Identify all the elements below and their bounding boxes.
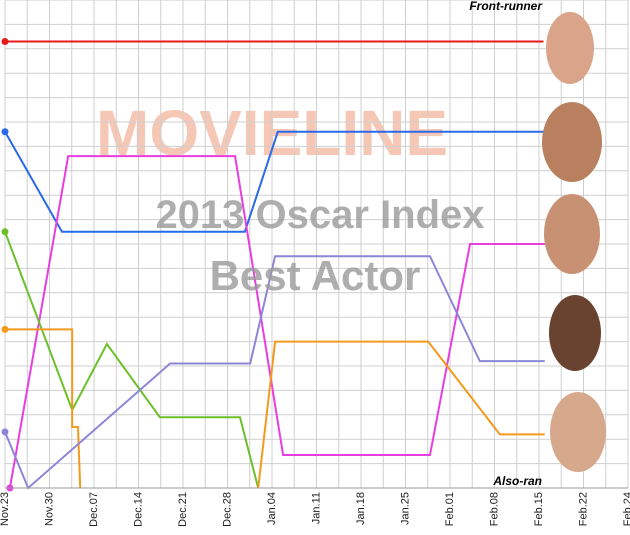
start-dot [1,325,9,333]
x-tick-label: Feb.08 [488,492,500,526]
start-dot [1,228,9,236]
series-line [5,328,545,489]
face [544,194,600,274]
start-dot [1,37,9,45]
series-line [4,231,260,489]
series-line [8,155,545,489]
x-tick-label: Feb.24 [622,492,630,526]
face [546,12,594,84]
x-tick-label: Jan.18 [355,492,367,525]
x-tick-label: Feb.15 [533,492,545,526]
x-tick-label: Jan.04 [266,492,278,525]
start-dot [1,428,9,436]
chart-subtitle: Best Actor [210,252,421,299]
x-tick-label: Dec.21 [177,492,189,527]
face [542,102,602,182]
x-tick-label: Feb.01 [444,492,456,526]
chart-title: 2013 Oscar Index [155,193,484,237]
annotation: Also-ran [492,474,542,488]
face [549,295,601,371]
face [550,392,606,472]
x-tick-label: Feb.22 [577,492,589,526]
x-tick-label: Jan.11 [310,492,322,524]
x-tick-label: Dec.28 [221,492,233,527]
x-tick-label: Nov.30 [43,492,55,526]
annotation: Front-runner [469,0,543,13]
x-tick-label: Dec.07 [88,492,100,527]
faces [542,12,606,472]
series-line [4,130,545,233]
x-tick-label: Dec.14 [132,492,144,527]
x-tick-label: Jan.25 [399,492,411,525]
x-tick-label: Nov.23 [0,492,11,526]
start-dot [1,128,9,136]
series-line [4,255,545,490]
